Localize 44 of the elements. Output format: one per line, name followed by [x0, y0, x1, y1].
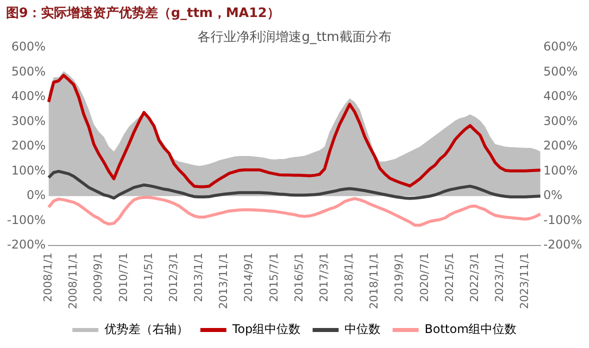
x-tick-label: 2014/9/1: [242, 252, 256, 302]
y2-tick-label: 400%: [543, 89, 578, 104]
chart-subtitle: 各行业净利润增速g_ttm截面分布: [198, 30, 392, 46]
legend-label: 中位数: [344, 322, 381, 336]
y-tick-label: -200%: [6, 238, 46, 252]
y2-tick-label: -100%: [543, 212, 582, 227]
x-tick-label: 2013/1/1: [192, 252, 206, 302]
legend-label: Bottom组中位数: [424, 322, 517, 336]
y2-tick-label: 0%: [543, 188, 562, 202]
x-tick-label: 2022/3/1: [468, 252, 481, 302]
y-tick-label: -100%: [6, 212, 46, 227]
x-tick-label: 2013/11/1: [217, 252, 230, 310]
x-tick-label: 2009/9/1: [92, 252, 105, 302]
y2-tick-label: 300%: [543, 114, 578, 128]
legend-label: 优势差（右轴）: [104, 322, 188, 336]
y-tick-label: 400%: [11, 89, 46, 104]
x-tick-label: 2019/9/1: [392, 252, 406, 302]
legend-label: Top组中位数: [231, 322, 301, 336]
x-tick-label: 2008/1/1: [41, 252, 54, 302]
x-tick-label: 2018/11/1: [368, 252, 381, 310]
chart-title: 图9：实际增速资产优势差（g_ttm，MA12）: [6, 4, 280, 22]
y-tick-label: 600%: [11, 40, 46, 54]
y2-tick-label: 600%: [543, 40, 578, 54]
x-tick-label: 2018/1/1: [342, 252, 356, 302]
y-tick-label: 200%: [11, 138, 46, 153]
x-tick-label: 2011/5/1: [142, 252, 155, 302]
y-tick-label: 0%: [26, 188, 46, 202]
x-tick-label: 2023/11/1: [518, 252, 532, 310]
x-tick-label: 2012/3/1: [166, 252, 180, 302]
y2-tick-label: -200%: [543, 238, 582, 252]
y-tick-label: 100%: [11, 163, 46, 178]
x-tick-label: 2010/7/1: [116, 252, 130, 302]
x-tick-label: 2023/1/1: [493, 252, 506, 302]
x-tick-label: 2021/5/1: [442, 252, 456, 302]
y-tick-label: 500%: [11, 64, 46, 78]
x-tick-label: 2015/7/1: [267, 252, 280, 302]
y2-tick-label: 200%: [543, 138, 578, 153]
y-tick-label: 300%: [11, 114, 46, 128]
x-tick-label: 2020/7/1: [418, 252, 431, 302]
y2-tick-label: 100%: [543, 163, 578, 178]
y2-tick-label: 500%: [543, 64, 578, 78]
x-tick-label: 2008/11/1: [66, 252, 80, 310]
x-tick-label: 2017/3/1: [317, 252, 330, 302]
x-tick-label: 2016/5/1: [292, 252, 306, 302]
